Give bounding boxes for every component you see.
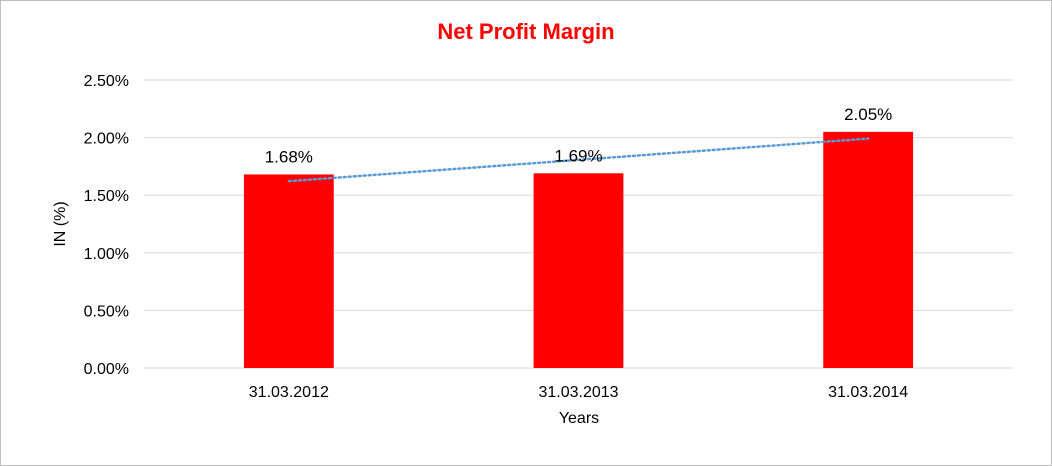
y-tick-label: 1.00% <box>84 246 129 263</box>
trendline <box>287 137 870 183</box>
y-axis-ticks: 0.00% 0.50% 1.00% 1.50% 2.00% 2.50% <box>84 73 129 378</box>
data-labels: 1.68% 1.69% 2.05% <box>265 105 893 167</box>
data-label: 2.05% <box>844 105 892 124</box>
y-tick-label: 0.50% <box>84 303 129 320</box>
x-axis-ticks: 31.03.2012 31.03.2013 31.03.2014 <box>249 384 909 401</box>
chart-title: Net Profit Margin <box>437 19 614 44</box>
data-label: 1.68% <box>265 147 313 166</box>
data-label: 1.69% <box>554 146 602 165</box>
bar <box>243 174 334 368</box>
y-axis-title: IN (%) <box>52 201 69 246</box>
y-tick-label: 2.50% <box>84 73 129 90</box>
y-tick-label: 2.00% <box>84 131 129 148</box>
x-axis-title: Years <box>559 410 599 427</box>
y-tick-label: 1.50% <box>84 188 129 205</box>
bar <box>533 173 624 368</box>
bars <box>243 131 914 368</box>
trendline-line <box>287 137 870 183</box>
y-tick-label: 0.00% <box>84 361 129 378</box>
x-tick-label: 31.03.2013 <box>538 384 618 401</box>
bar <box>823 131 914 368</box>
x-tick-label: 31.03.2012 <box>249 384 329 401</box>
x-tick-label: 31.03.2014 <box>828 384 908 401</box>
